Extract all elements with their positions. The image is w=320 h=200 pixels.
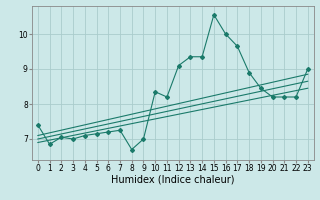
X-axis label: Humidex (Indice chaleur): Humidex (Indice chaleur): [111, 175, 235, 185]
